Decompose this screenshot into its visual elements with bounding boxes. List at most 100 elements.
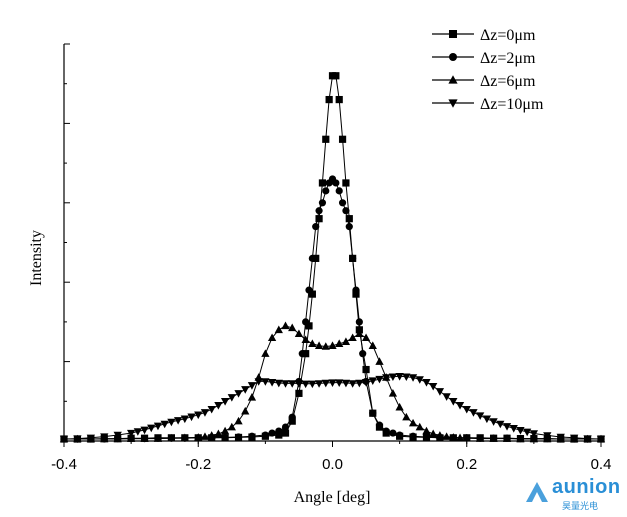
data-point [301,380,310,389]
data-point [325,95,333,104]
legend-label: Δz=10μm [480,96,544,113]
data-point [308,380,317,389]
data-point [335,187,343,195]
data-point [214,429,223,438]
data-point [462,406,471,414]
data-point [180,415,189,424]
data-point [402,412,411,421]
data-point [321,342,330,350]
watermark-subtext: 昊量光电 [562,502,599,512]
data-point [321,379,330,388]
data-point [187,413,196,422]
data-point [449,433,458,441]
data-point [341,337,351,345]
data-point [556,433,565,442]
data-point [352,286,360,294]
data-point [408,374,418,382]
data-point [342,179,350,187]
x-axis-title: Angle [deg] [294,489,371,506]
data-point [261,378,270,386]
data-point [220,398,230,406]
data-point [422,433,431,441]
data-point [328,379,337,387]
data-point [314,380,324,388]
data-point [502,423,512,431]
data-point [312,223,320,231]
data-point [288,323,297,332]
data-point [281,321,290,330]
data-point [274,325,283,334]
data-point [543,432,552,440]
data-point [462,433,471,442]
data-point [442,432,451,440]
data-point [388,389,398,397]
data-point [315,207,323,215]
data-point [73,435,82,443]
data-point [207,406,216,414]
data-point [147,424,156,433]
data-point [455,433,465,442]
data-point [415,376,424,384]
legend-marker [449,53,457,61]
data-point [247,393,257,401]
axes: -0.4 -0.2 0.0 0.2 0.4 [51,43,612,473]
data-point [267,333,277,342]
data-point [396,431,404,439]
series-line [64,178,601,440]
data-point [338,135,347,143]
data-point [361,379,371,387]
data-point [302,318,310,326]
y-axis-title: Intensity [28,230,45,286]
series-markers-group [60,72,605,443]
data-point [409,432,417,440]
data-point [173,417,183,425]
data-point [113,431,122,440]
data-point [275,427,283,435]
data-point [261,349,270,357]
data-point [288,413,296,421]
data-point [361,333,371,342]
legend-marker [448,99,458,108]
data-point [153,434,163,442]
legend-label: Δz=0μm [480,27,536,44]
data-point [86,434,95,443]
data-point [335,339,344,347]
data-point [268,429,276,437]
data-point [288,380,297,388]
data-point [322,187,330,195]
data-point [482,415,492,424]
series-markers-group [59,321,606,443]
data-point [322,135,330,143]
data-point [345,223,353,231]
data-point [254,378,263,386]
data-point [489,418,498,426]
data-point [355,318,363,326]
data-point [267,379,277,387]
data-point [275,431,283,439]
data-point [241,386,250,394]
data-point [402,373,411,382]
data-point [502,434,512,442]
data-point [429,382,438,391]
data-point [496,420,505,429]
data-point [415,422,424,431]
data-point [153,422,163,431]
legend-marker [449,30,457,38]
data-point [281,380,290,388]
data-point [140,434,149,442]
series-markers-group [60,175,605,443]
data-point [140,426,149,435]
data-point [281,423,290,431]
x-tick-label: 0.4 [591,456,612,473]
data-point [332,72,340,80]
data-point [167,418,176,427]
data-point [234,433,243,441]
data-point [355,329,364,338]
data-point [294,380,304,388]
data-point [180,433,189,442]
data-point [200,409,210,417]
data-point [335,95,343,104]
data-point [476,434,485,442]
data-point [455,402,465,410]
data-point [315,215,323,223]
